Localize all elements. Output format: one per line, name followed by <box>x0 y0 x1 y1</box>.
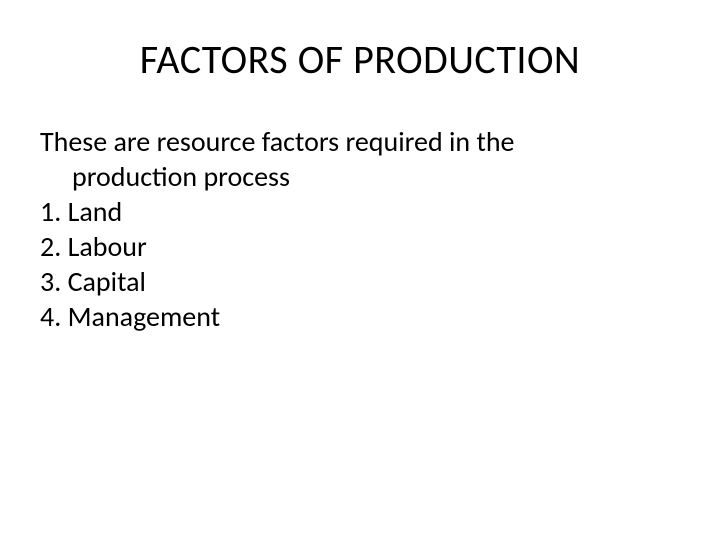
slide-title: FACTORS OF PRODUCTION <box>40 35 680 84</box>
list-item-3: 3. Capital <box>40 264 680 299</box>
list-item-1: 1. Land <box>40 194 680 229</box>
intro-line-1: These are resource factors required in t… <box>40 124 514 159</box>
list-item-2: 2. Labour <box>40 229 680 264</box>
slide-body: These are resource factors required in t… <box>40 124 680 334</box>
list-item-4: 4. Management <box>40 299 680 334</box>
intro-line-2: production process <box>40 159 680 194</box>
slide-container: FACTORS OF PRODUCTION These are resource… <box>0 0 720 540</box>
